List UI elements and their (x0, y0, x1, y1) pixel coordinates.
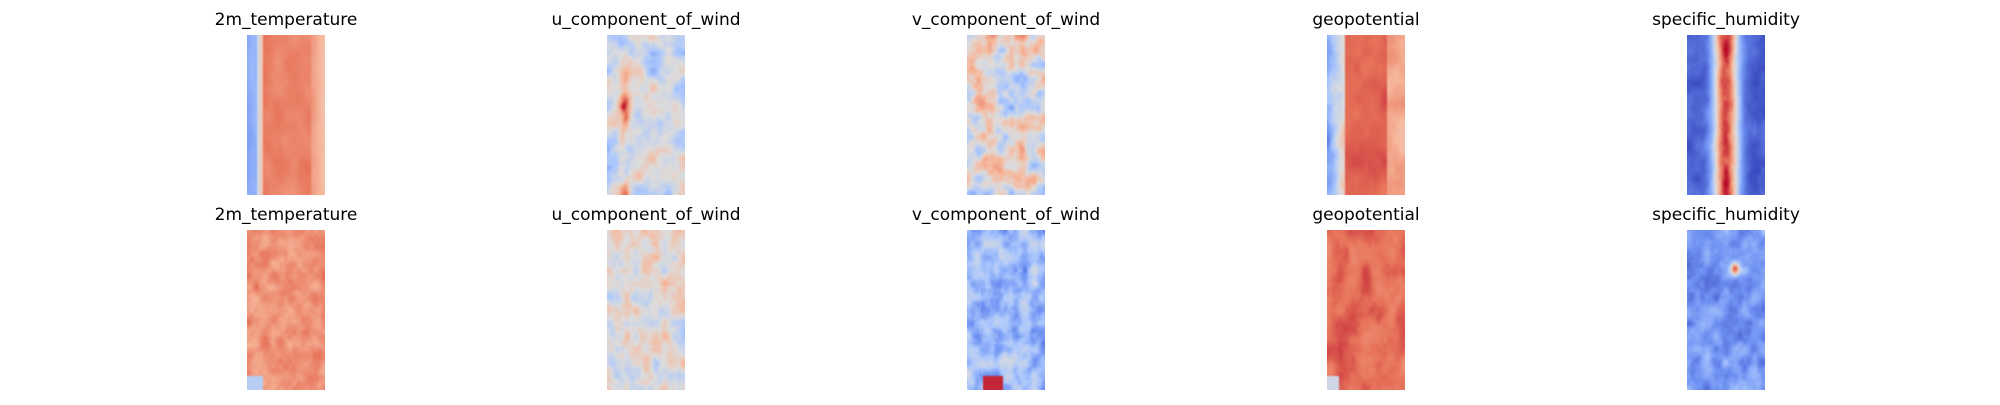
panel-title: 2m_temperature (214, 205, 358, 225)
panel-title: geopotential (1312, 10, 1420, 30)
panel-r1-c1: 2m_temperature (166, 10, 406, 210)
heatmap-field (607, 230, 685, 390)
heatmap-field (1327, 230, 1405, 390)
heatmap-field (247, 35, 325, 195)
panel-title: u_component_of_wind (551, 205, 741, 225)
panel-title: v_component_of_wind (911, 205, 1101, 225)
panel-title: specific_humidity (1652, 205, 1800, 225)
panel-r2-c2: u_component_of_wind (526, 205, 766, 405)
panel-r2-c1: 2m_temperature (166, 205, 406, 405)
heatmap-field (1687, 35, 1765, 195)
panel-r1-c2: u_component_of_wind (526, 10, 766, 210)
panel-title: specific_humidity (1652, 10, 1800, 30)
panel-title: geopotential (1312, 205, 1420, 225)
heatmap-field (967, 230, 1045, 390)
panel-title: u_component_of_wind (551, 10, 741, 30)
panel-title: v_component_of_wind (911, 10, 1101, 30)
heatmap-field (607, 35, 685, 195)
panel-r2-c3: v_component_of_wind (886, 205, 1126, 405)
heatmap-field (967, 35, 1045, 195)
panel-r1-c3: v_component_of_wind (886, 10, 1126, 210)
panel-r1-c4: geopotential (1246, 10, 1486, 210)
panel-r1-c5: specific_humidity (1606, 10, 1846, 210)
panel-r2-c5: specific_humidity (1606, 205, 1846, 405)
heatmap-field (247, 230, 325, 390)
heatmap-field (1327, 35, 1405, 195)
panel-title: 2m_temperature (214, 10, 358, 30)
panel-r2-c4: geopotential (1246, 205, 1486, 405)
heatmap-field (1687, 230, 1765, 390)
